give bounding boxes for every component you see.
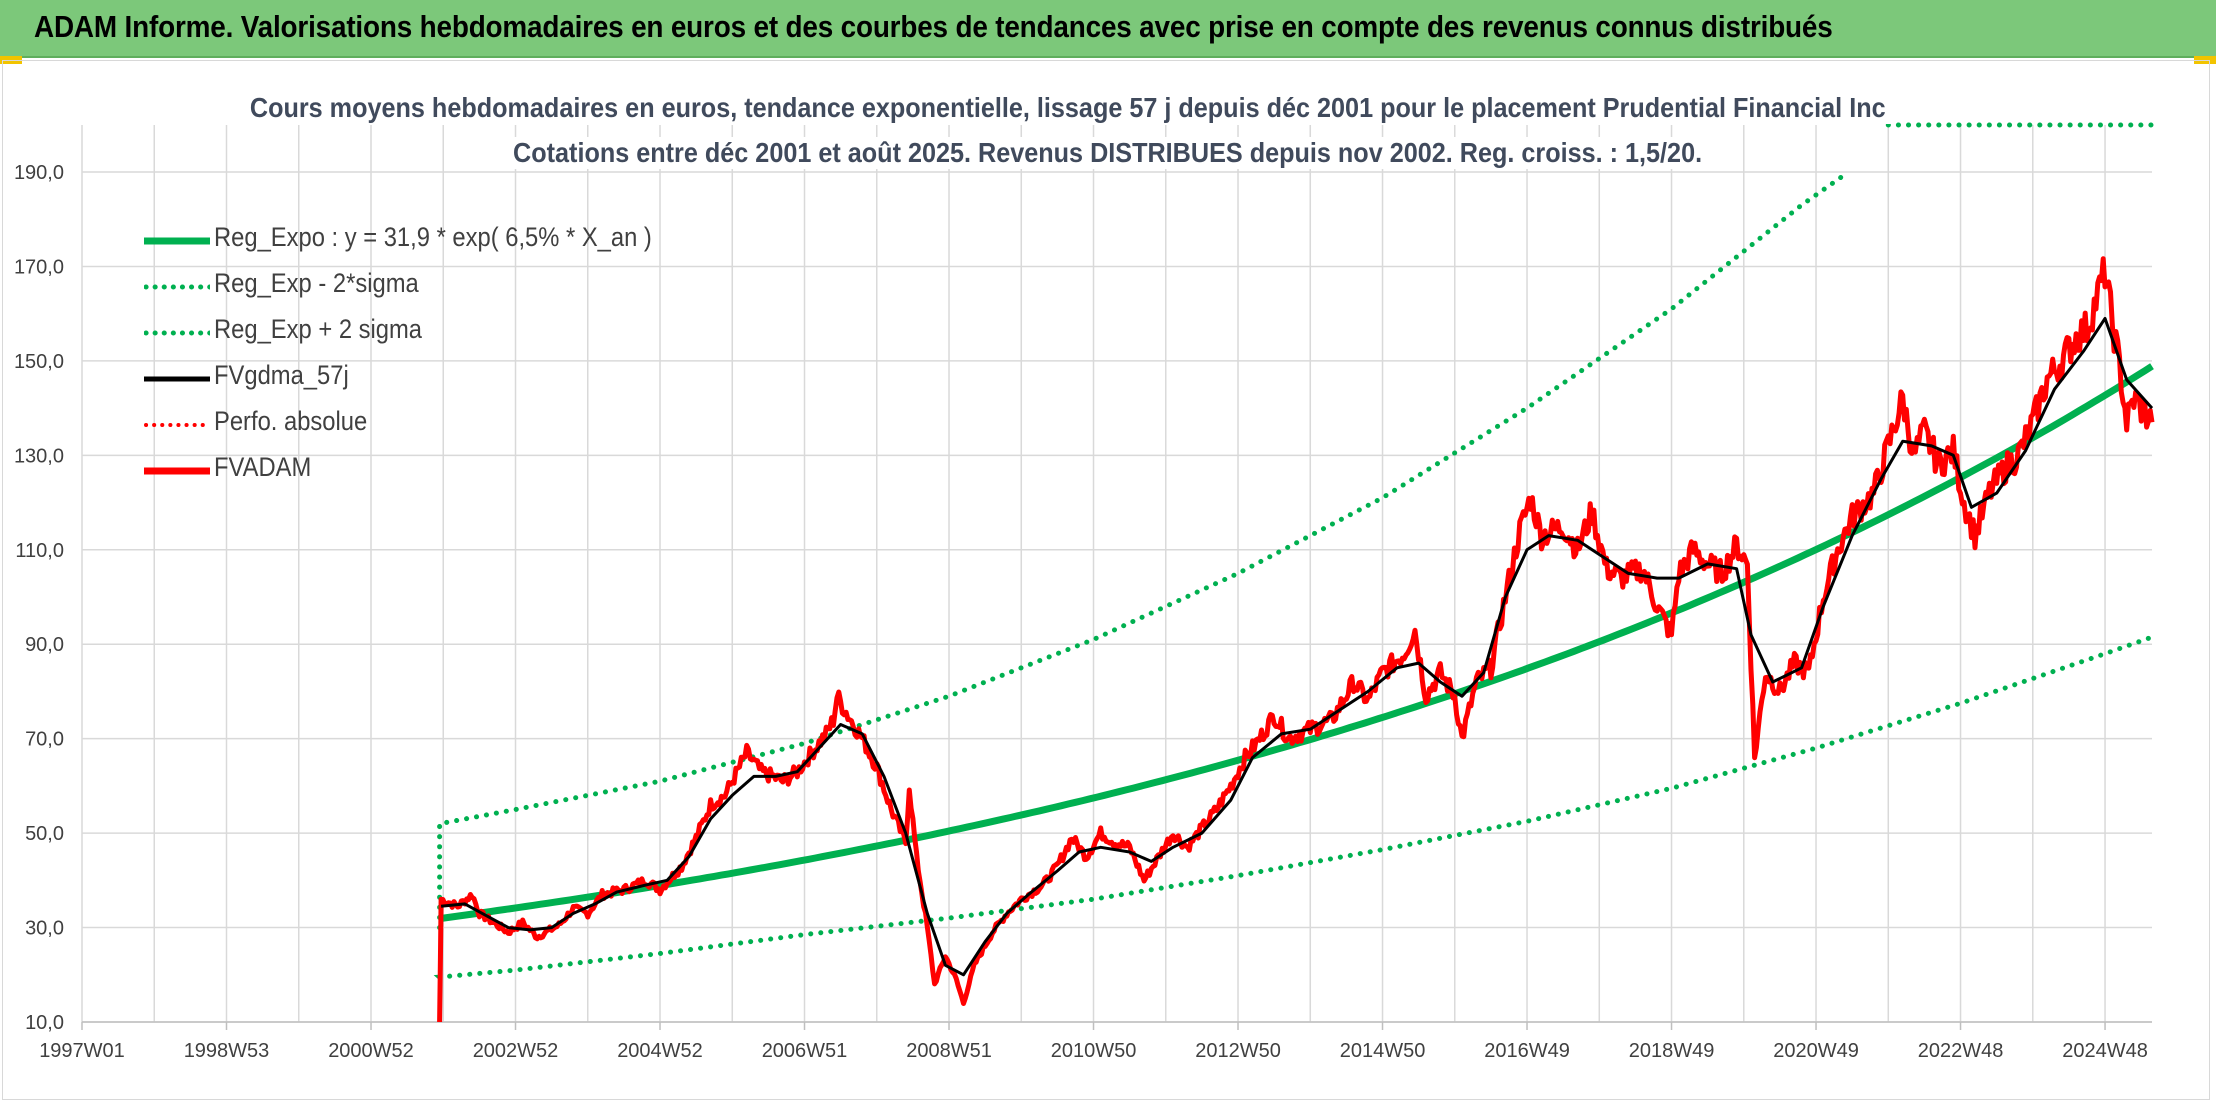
chart-title-line-1-text: Cours moyens hebdomadaires en euros, ten… — [244, 92, 1892, 124]
y-tick-label: 150,0 — [14, 351, 64, 373]
x-tick-label: 1998W53 — [184, 1040, 270, 1062]
y-tick-label: 190,0 — [14, 162, 64, 184]
x-tick-label: 2008W51 — [906, 1040, 992, 1062]
report-title-bar: ADAM Informe. Valorisations hebdomadaire… — [0, 0, 2216, 64]
y-tick-label: 10,0 — [25, 1012, 64, 1034]
y-tick-label: 30,0 — [25, 918, 64, 940]
y-tick-label: 110,0 — [15, 540, 64, 562]
x-tick-label: 2024W48 — [2062, 1040, 2148, 1062]
x-tick-label: 2002W52 — [473, 1040, 559, 1062]
report-title: ADAM Informe. Valorisations hebdomadaire… — [34, 9, 1833, 44]
legend-item-reg-exp-minus: Reg_Exp - 2*sigma — [140, 264, 700, 310]
legend-swatch-reg-exp-plus — [144, 330, 210, 336]
x-tick-label: 2016W49 — [1484, 1040, 1570, 1062]
legend-swatch-perfo-absolue — [144, 423, 210, 427]
legend-item-reg-exp-plus: Reg_Exp + 2 sigma — [140, 310, 700, 356]
y-tick-label: 50,0 — [25, 823, 64, 845]
legend-label-reg-expo: Reg_Expo : y = 31,9 * exp( 6,5% * X_an ) — [214, 222, 652, 252]
legend-label-reg-exp-plus: Reg_Exp + 2 sigma — [214, 314, 423, 344]
series-reg-expo — [439, 363, 2154, 923]
y-tick-label: 170,0 — [14, 256, 64, 278]
series-reg-exp-plus-2sigma — [437, 169, 1851, 931]
x-tick-label: 2018W49 — [1629, 1040, 1715, 1062]
chart-frame — [2, 60, 2210, 1100]
x-tick-label: 2020W49 — [1773, 1040, 1859, 1062]
legend-item-perfo-absolue: Perfo. absolue — [140, 402, 700, 448]
chart-title-line-2-text: Cotations entre déc 2001 et août 2025. R… — [508, 137, 1708, 169]
x-tick-label: 2014W50 — [1340, 1040, 1426, 1062]
x-tick-label: 2022W48 — [1918, 1040, 2004, 1062]
x-tick-label: 2004W52 — [617, 1040, 703, 1062]
legend-label-fvgdma: FVgdma_57j — [214, 360, 349, 390]
legend-swatch-fvgdma — [144, 376, 210, 382]
chart-title-line-1: Cours moyens hebdomadaires en euros, ten… — [0, 92, 2176, 124]
legend-item-fvgdma: FVgdma_57j — [140, 356, 700, 402]
series-lines — [433, 122, 2155, 1023]
legend-label-reg-exp-minus: Reg_Exp - 2*sigma — [214, 268, 419, 298]
legend-label-perfo-absolue: Perfo. absolue — [214, 406, 368, 436]
y-tick-label: 90,0 — [25, 634, 64, 656]
axis-labels: 10,0 30,0 50,0 70,0 90,0 110,0 130,0 150,0 170,0… — [14, 162, 2148, 1062]
x-tick-label: 2010W50 — [1051, 1040, 1137, 1062]
series-reg-exp-minus-2sigma — [433, 634, 2155, 980]
x-tick-label: 2012W50 — [1195, 1040, 1281, 1062]
legend-item-fvadam: FVADAM — [140, 448, 700, 494]
y-tick-label: 130,0 — [14, 445, 64, 467]
series-fvgdma-57j — [440, 316, 2154, 977]
legend-swatch-reg-exp-minus — [144, 284, 210, 290]
chart-title-line-2: Cotations entre déc 2001 et août 2025. R… — [0, 137, 2216, 169]
x-tick-label: 2006W51 — [762, 1040, 848, 1062]
legend-item-reg-expo: Reg_Expo : y = 31,9 * exp( 6,5% * X_an ) — [140, 218, 700, 264]
y-tick-label: 70,0 — [25, 729, 64, 751]
x-tick-label: 2000W52 — [328, 1040, 414, 1062]
x-tick-label: 1997W01 — [39, 1040, 125, 1062]
legend-label-fvadam: FVADAM — [214, 452, 312, 482]
chart-legend: Reg_Expo : y = 31,9 * exp( 6,5% * X_an )… — [140, 218, 700, 494]
grid-lines — [81, 125, 2152, 1030]
legend-swatch-fvadam — [144, 467, 210, 475]
legend-swatch-reg-expo — [144, 237, 210, 245]
